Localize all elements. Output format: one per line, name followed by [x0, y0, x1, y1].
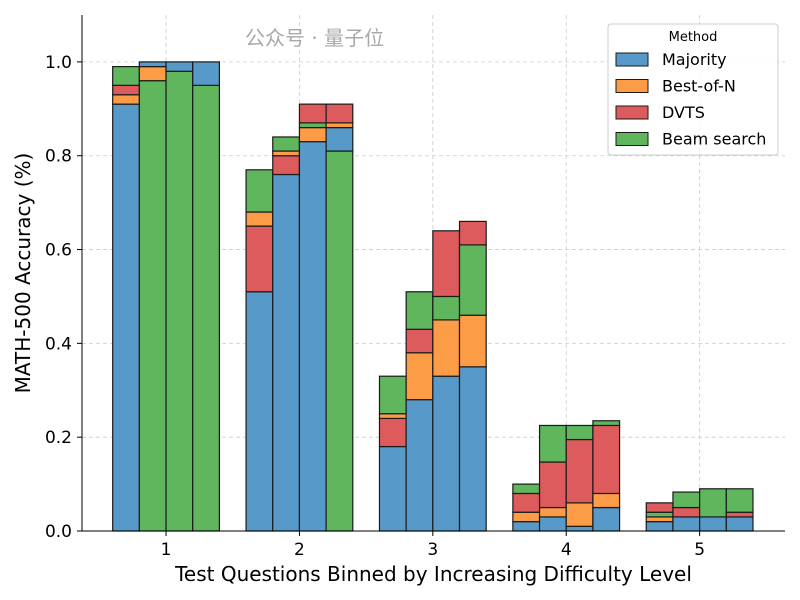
bar-segment-majority: [538, 516, 567, 532]
legend-swatch: [615, 105, 649, 120]
legend-label: Beam search: [662, 130, 766, 149]
bar-segment-dvts: [458, 220, 487, 246]
legend-label: Best-of-N: [662, 77, 736, 96]
bar-segment-majority: [565, 525, 594, 532]
bar-segment-dvts: [112, 84, 140, 96]
bar-segment-beam-search: [565, 424, 594, 441]
bar-segment-beam-search: [405, 291, 434, 330]
bar-segment-majority: [592, 506, 621, 532]
bar-segment-dvts: [378, 417, 407, 448]
legend-swatch: [615, 79, 649, 93]
bar-segment-beam-search: [165, 70, 194, 532]
bar-segment-dvts: [325, 103, 354, 124]
bar-segment-beam-search: [325, 150, 354, 532]
bar-segment-best-of-n: [112, 94, 140, 105]
y-tick-label: 0.2: [45, 428, 72, 448]
legend-swatch: [615, 52, 649, 67]
bar-segment-majority: [672, 516, 701, 532]
y-axis-label: MATH-500 Accuracy (%): [11, 153, 35, 394]
bar-segment-beam-search: [725, 488, 754, 513]
x-tick-label: 4: [561, 540, 572, 560]
bar-segment-beam-search: [378, 375, 407, 415]
bar-segment-majority: [725, 516, 754, 532]
bar-segment-best-of-n: [645, 516, 674, 523]
bar-segment-beam-search: [538, 424, 567, 463]
bar-segment-best-of-n: [512, 511, 541, 523]
bar-segment-majority: [298, 141, 327, 532]
x-tick-label: 3: [427, 540, 438, 560]
legend-box: [607, 23, 779, 156]
bar-segment-beam-search: [432, 295, 461, 321]
bar-segment-majority: [699, 516, 727, 532]
legend-label: DVTS: [662, 103, 705, 122]
bar-segment-best-of-n: [325, 122, 354, 129]
bar-segment-majority: [645, 521, 674, 532]
bar-segment-beam-search: [512, 483, 541, 495]
bar-segment-dvts: [565, 438, 594, 504]
bar-segment-beam-search: [458, 244, 487, 316]
x-tick-label: 5: [694, 540, 705, 560]
x-axis-label: Test Questions Binned by Increasing Diff…: [174, 562, 692, 586]
bar-segment-beam-search: [699, 488, 727, 518]
y-tick-label: 0.0: [45, 522, 72, 542]
bar-segment-majority: [138, 61, 167, 68]
bar-segment-majority: [325, 126, 354, 152]
bar-segment-best-of-n: [592, 492, 621, 509]
bar-segment-majority: [378, 445, 407, 532]
legend-label: Majority: [662, 50, 727, 69]
bar-segment-best-of-n: [565, 502, 594, 527]
bar-segment-dvts: [272, 155, 301, 176]
y-tick-label: 0.6: [45, 241, 72, 261]
bar-segment-majority: [458, 366, 487, 532]
y-tick-label: 1.0: [45, 53, 72, 73]
bar-segment-dvts: [645, 502, 674, 513]
bar-segment-dvts: [405, 328, 434, 354]
bar-segment-best-of-n: [538, 506, 567, 518]
bar-segment-dvts: [512, 492, 541, 513]
bar-segment-beam-search: [272, 136, 301, 152]
y-tick-label: 0.8: [45, 147, 72, 167]
bar-segment-dvts: [538, 461, 567, 509]
bar-segment-dvts: [245, 225, 274, 293]
bar-segment-best-of-n: [245, 211, 274, 227]
bar-segment-beam-search: [298, 122, 327, 129]
bar-segment-best-of-n: [458, 314, 487, 368]
bar-segment-best-of-n: [298, 126, 327, 143]
bar-segment-beam-search: [192, 84, 220, 532]
bar-segment-majority: [245, 291, 274, 532]
bar-segment-dvts: [725, 511, 754, 518]
bar-segment-beam-search: [245, 169, 274, 213]
x-tick-label: 1: [161, 540, 172, 560]
bar-segment-beam-search: [645, 511, 674, 518]
bar-segment-beam-search: [112, 65, 140, 86]
bar-segment-best-of-n: [432, 319, 461, 377]
bar-segment-best-of-n: [138, 65, 167, 82]
bar-segment-majority: [165, 61, 194, 72]
watermark: 公众号 · 量子位: [245, 26, 385, 50]
bar-segment-majority: [272, 173, 301, 532]
bar-segment-dvts: [672, 506, 701, 518]
y-tick-label: 0.4: [45, 334, 72, 354]
x-tick-label: 2: [294, 540, 305, 560]
bar-segment-best-of-n: [272, 150, 301, 157]
bar-segment-majority: [512, 521, 541, 532]
bar-segment-best-of-n: [405, 352, 434, 401]
bar-segment-majority: [405, 399, 434, 532]
legend-swatch: [615, 132, 649, 146]
bar-segment-beam-search: [592, 420, 621, 427]
legend-title: Method: [669, 30, 718, 45]
bar-segment-beam-search: [138, 80, 167, 532]
bar-segment-dvts: [592, 424, 621, 495]
bar-segment-majority: [432, 375, 461, 532]
bar-segment-best-of-n: [378, 413, 407, 420]
bar-segment-majority: [112, 103, 140, 532]
bar-segment-dvts: [432, 230, 461, 298]
bar-segment-majority: [192, 61, 220, 86]
bar-segment-beam-search: [672, 491, 701, 509]
bar-segment-dvts: [298, 103, 327, 124]
